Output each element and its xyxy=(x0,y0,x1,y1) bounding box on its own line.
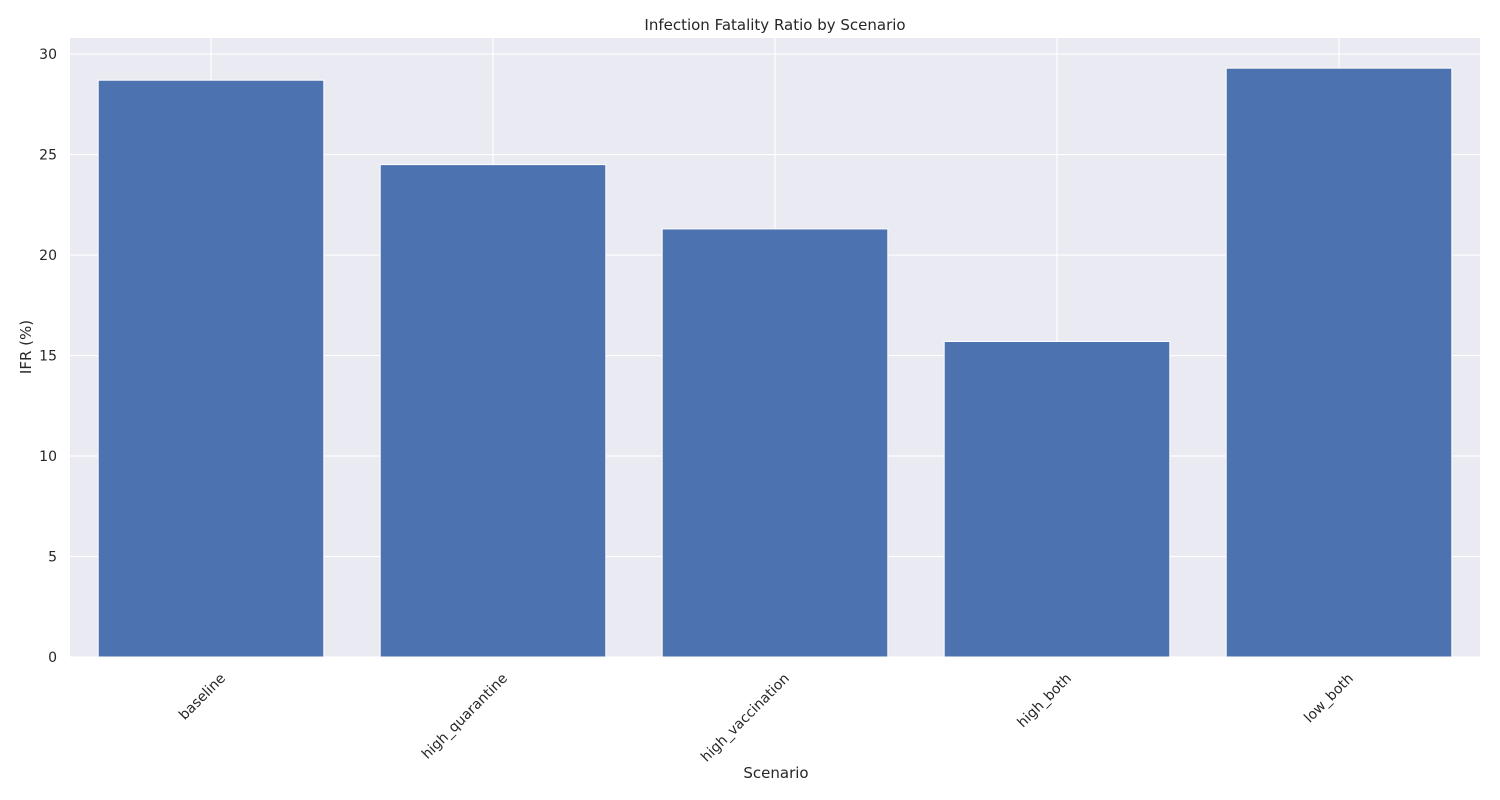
y-axis-ticks: 0 5 10 15 20 25 30 xyxy=(39,47,57,666)
bar-high_quarantine xyxy=(379,164,607,658)
y-tick-label: 20 xyxy=(39,248,57,264)
x-tick-label: low_both xyxy=(1301,671,1357,727)
bar-high_both xyxy=(943,340,1171,658)
y-tick-label: 15 xyxy=(39,349,57,365)
y-tick-label: 25 xyxy=(39,148,57,164)
x-tick-label: high_both xyxy=(1015,671,1075,731)
x-axis-ticks: baseline high_quarantine high_vaccination h… xyxy=(176,671,1357,766)
bar-baseline xyxy=(97,79,325,658)
bars xyxy=(97,67,1453,658)
bar-high_vaccination xyxy=(661,228,889,658)
y-tick-label: 5 xyxy=(48,550,57,566)
x-tick-label: baseline xyxy=(176,671,229,724)
chart-title: Infection Fatality Ratio by Scenario xyxy=(644,16,905,34)
y-tick-label: 0 xyxy=(48,650,57,666)
x-tick-label: high_vaccination xyxy=(698,671,793,766)
bar-low_both xyxy=(1225,67,1453,658)
y-axis-label: IFR (%) xyxy=(17,320,35,374)
x-tick-label: high_quarantine xyxy=(419,671,511,763)
x-axis-label: Scenario xyxy=(743,764,808,782)
y-tick-label: 10 xyxy=(39,449,57,465)
y-tick-label: 30 xyxy=(39,47,57,63)
